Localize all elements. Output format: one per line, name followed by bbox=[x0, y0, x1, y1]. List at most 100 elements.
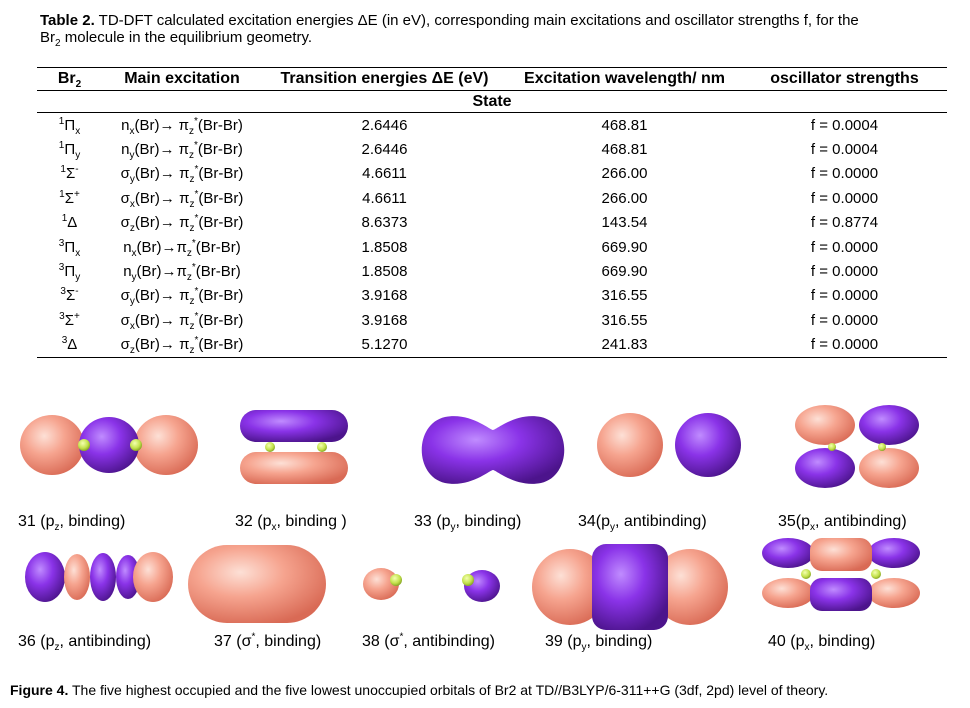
table-caption-text: TD-DFT calculated excitation energies ΔE… bbox=[98, 12, 859, 29]
energy-cell: 2.6446 bbox=[361, 141, 408, 159]
wavelength-cell: 468.81 bbox=[601, 141, 648, 159]
table-row: 1Πy ny(Br)→ πz*(Br-Br) 2.6446 468.81 f = 0.0… bbox=[37, 137, 947, 161]
excitation-table: Br2 Main excitation Transition energies … bbox=[37, 67, 947, 358]
table-caption-molecule: Br bbox=[40, 29, 55, 46]
header-br2: Br2 bbox=[37, 67, 102, 91]
energy-cell: 1.8508 bbox=[361, 238, 408, 256]
excitation-cell: σy(Br)→ πz*(Br-Br) bbox=[120, 286, 244, 308]
table-row: 1Σ-σy(Br)→ πz*(Br-Br) 4.6611 266.00 f = 0.0… bbox=[37, 162, 947, 186]
excitation-cell: σz(Br)→ πz*(Br-Br) bbox=[120, 213, 244, 235]
oscillator-cell: f = 0.0004 bbox=[810, 141, 879, 159]
table-body: 1Πx nx(Br)→ πz*(Br-Br) 2.6446 468.81 f = 0.0… bbox=[37, 113, 947, 358]
wavelength-cell: 143.54 bbox=[601, 214, 648, 232]
energy-cell: 2.6446 bbox=[361, 116, 408, 134]
state-cell: 1Πx bbox=[58, 115, 81, 137]
wavelength-cell: 669.90 bbox=[601, 263, 648, 281]
excitation-cell: nx(Br)→ πz*(Br-Br) bbox=[121, 115, 243, 137]
orbital-31-image bbox=[20, 415, 198, 475]
state-cell: 3Πy bbox=[58, 262, 81, 284]
orbital-40-image bbox=[762, 538, 920, 611]
oscillator-cell: f = 0.0000 bbox=[810, 287, 879, 305]
orbital-label-31: 31 (pz, binding) bbox=[18, 513, 126, 534]
energy-cell: 3.9168 bbox=[361, 287, 408, 305]
oscillator-cell: f = 0.0000 bbox=[810, 165, 879, 183]
orbital-label-37: 37 (σ*, binding) bbox=[214, 631, 322, 650]
table-row: 1Σ+ σx(Br)→ πz*(Br-Br) 4.6611 266.00 f = 0.0… bbox=[37, 186, 947, 210]
orbital-35-image bbox=[795, 405, 919, 488]
table-row: 3Σ-σy(Br)→ πz*(Br-Br) 3.9168 316.55 f = 0.0… bbox=[37, 284, 947, 308]
table-caption-rest: molecule in the equilibrium geometry. bbox=[64, 29, 313, 46]
excitation-cell: σz(Br)→ πz*(Br-Br) bbox=[102, 332, 262, 358]
orbital-38-image bbox=[363, 568, 500, 602]
table-state-row: State bbox=[37, 90, 947, 113]
header-main-excitation: Main excitation bbox=[102, 67, 262, 91]
wavelength-cell: 266.00 bbox=[601, 165, 648, 183]
orbital-label-40: 40 (px, binding) bbox=[768, 633, 876, 654]
energy-cell: 3.9168 bbox=[361, 311, 408, 329]
table-header-row: Br2 Main excitation Transition energies … bbox=[37, 67, 947, 91]
state-cell: 1Σ- bbox=[60, 164, 79, 183]
wavelength-cell: 316.55 bbox=[601, 287, 648, 305]
header-excitation-wavelength: Excitation wavelength/ nm bbox=[507, 67, 742, 91]
state-cell: 3Πx bbox=[58, 237, 81, 259]
header-transition-energies: Transition energies ΔE (eV) bbox=[262, 67, 507, 91]
table-caption-molecule-sub: 2 bbox=[55, 38, 61, 49]
orbital-33-image bbox=[421, 416, 565, 484]
orbital-label-33: 33 (py, binding) bbox=[414, 513, 522, 534]
wavelength-cell: 669.90 bbox=[601, 238, 648, 256]
oscillator-cell: f = 0.0000 bbox=[742, 332, 947, 358]
orbital-label-32: 32 (px, binding ) bbox=[235, 513, 347, 534]
oscillator-cell: f = 0.0004 bbox=[810, 116, 879, 134]
table-row: 1Δ σz(Br)→ πz*(Br-Br) 8.6373 143.54 f = 0.87… bbox=[37, 211, 947, 235]
table-row: 3Δ σz(Br)→ πz*(Br-Br) 5.1270 241.83 f = 0.00… bbox=[37, 332, 947, 358]
energy-cell: 4.6611 bbox=[362, 189, 407, 207]
excitation-cell: nx(Br)→πz*(Br-Br) bbox=[123, 237, 241, 259]
header-state: State bbox=[37, 90, 947, 113]
orbital-34-image bbox=[597, 413, 741, 477]
oscillator-cell: f = 0.0000 bbox=[810, 263, 879, 281]
state-cell: 1Σ+ bbox=[59, 188, 80, 207]
wavelength-cell: 316.55 bbox=[601, 311, 648, 329]
excitation-cell: σx(Br)→ πz*(Br-Br) bbox=[120, 188, 244, 210]
excitation-cell: σy(Br)→ πz*(Br-Br) bbox=[120, 164, 244, 186]
state-cell: 1Δ bbox=[61, 213, 78, 232]
table-row: 1Πx nx(Br)→ πz*(Br-Br) 2.6446 468.81 f = 0.0… bbox=[37, 113, 947, 138]
energy-cell: 1.8508 bbox=[361, 263, 408, 281]
orbital-figure bbox=[20, 405, 920, 630]
orbital-label-38: 38 (σ*, antibinding) bbox=[362, 631, 495, 650]
excitation-cell: ny(Br)→πz*(Br-Br) bbox=[123, 262, 241, 284]
oscillator-cell: f = 0.0000 bbox=[810, 189, 879, 207]
energy-cell: 5.1270 bbox=[262, 332, 507, 358]
state-cell: 3Σ- bbox=[60, 286, 79, 305]
orbital-32-image bbox=[240, 410, 348, 484]
wavelength-cell: 468.81 bbox=[601, 116, 648, 134]
orbital-label-36: 36 (pz, antibinding) bbox=[18, 633, 152, 654]
orbital-37-image bbox=[188, 545, 326, 623]
energy-cell: 4.6611 bbox=[362, 165, 407, 183]
header-oscillator-strengths: oscillator strengths bbox=[742, 67, 947, 91]
figure-caption: Figure 4. The five highest occupied and … bbox=[10, 682, 828, 698]
table-row: 3Σ+ σx(Br)→ πz*(Br-Br) 3.9168 316.55 f = 0.0… bbox=[37, 308, 947, 332]
state-cell: 3Σ+ bbox=[59, 310, 80, 329]
state-cell: 3Δ bbox=[37, 332, 102, 358]
excitation-cell: σx(Br)→ πz*(Br-Br) bbox=[120, 310, 244, 332]
figure-caption-label: Figure 4. bbox=[10, 682, 69, 698]
table-row: 3Πy ny(Br)→πz*(Br-Br) 1.8508 669.90 f = 0.00… bbox=[37, 259, 947, 283]
orbital-label-34: 34(py, antibinding) bbox=[578, 513, 707, 534]
state-cell: 1Πy bbox=[58, 140, 81, 162]
orbital-36-image bbox=[25, 552, 173, 602]
excitation-cell: ny(Br)→ πz*(Br-Br) bbox=[121, 140, 243, 162]
oscillator-cell: f = 0.0000 bbox=[810, 238, 879, 256]
wavelength-cell: 266.00 bbox=[601, 189, 648, 207]
wavelength-cell: 241.83 bbox=[507, 332, 742, 358]
orbital-39-image bbox=[532, 544, 728, 630]
energy-cell: 8.6373 bbox=[361, 214, 408, 232]
figure-caption-text: The five highest occupied and the five l… bbox=[72, 682, 829, 698]
table-row: 3Πx nx(Br)→πz*(Br-Br) 1.8508 669.90 f = 0.00… bbox=[37, 235, 947, 259]
oscillator-cell: f = 0.8774 bbox=[810, 214, 879, 232]
table-caption: Table 2. TD-DFT calculated excitation en… bbox=[40, 12, 945, 49]
table-caption-label: Table 2. bbox=[40, 12, 95, 29]
orbital-label-39: 39 (py, binding) bbox=[545, 633, 653, 654]
orbital-label-35: 35(px, antibinding) bbox=[778, 513, 907, 534]
oscillator-cell: f = 0.0000 bbox=[810, 311, 879, 329]
